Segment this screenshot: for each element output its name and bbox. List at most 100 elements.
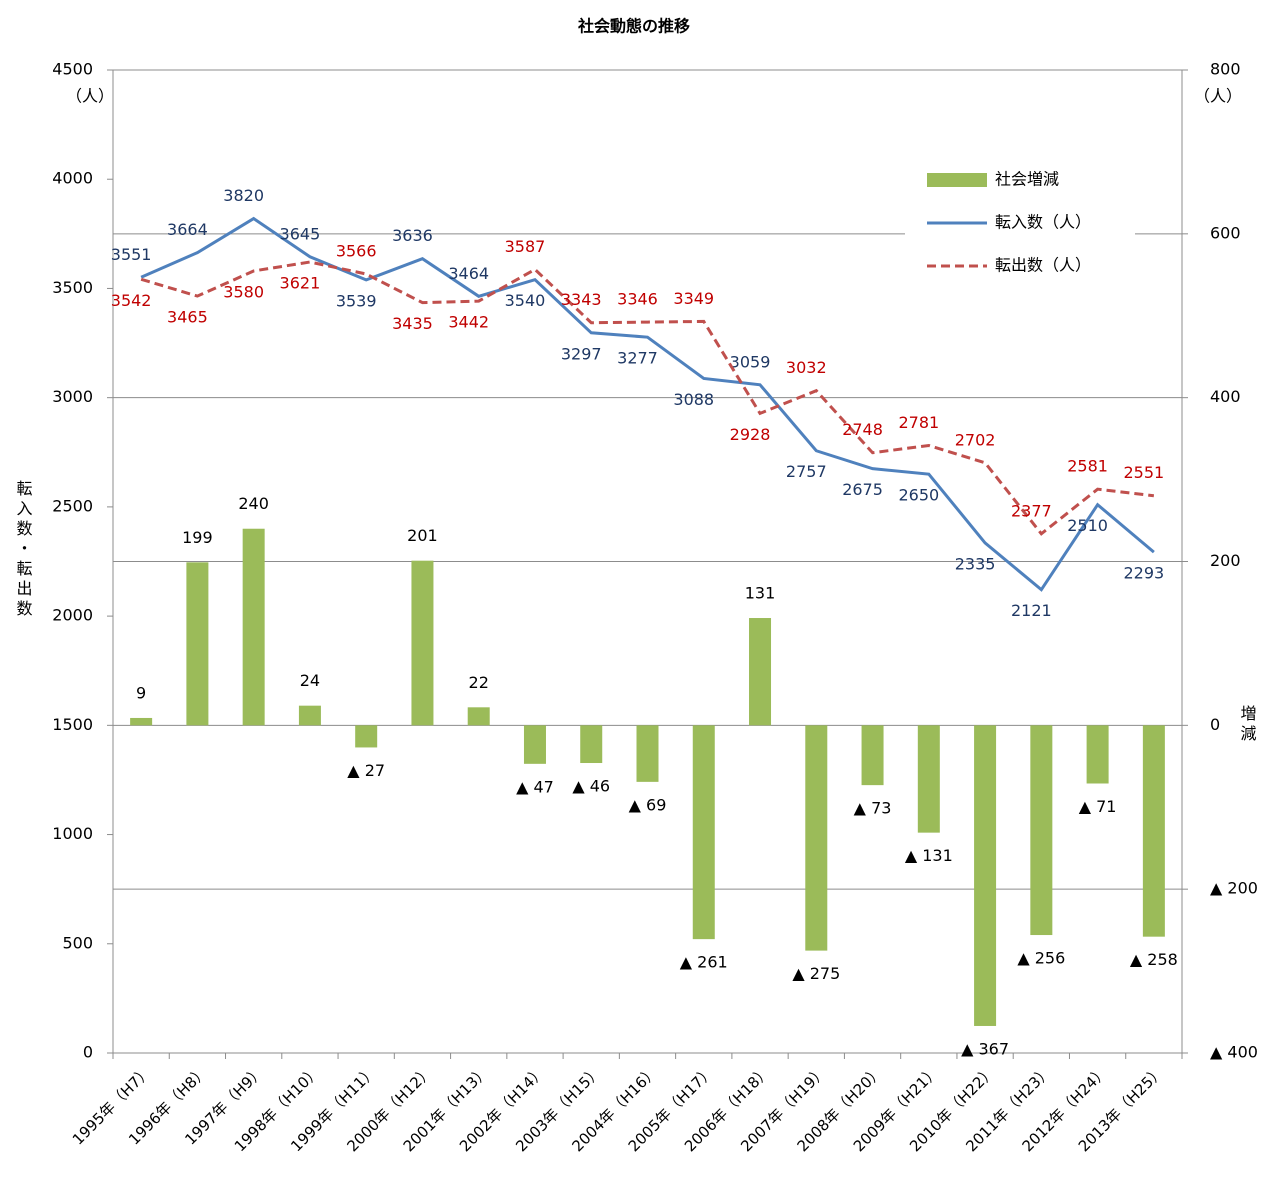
bar <box>467 707 490 726</box>
y-tick-label: 4000 <box>52 169 93 188</box>
y2-tick-label: ▲ 200 <box>1210 879 1258 898</box>
bar <box>636 725 659 782</box>
legend-swatch <box>927 173 987 187</box>
line-value-label: 2551 <box>1124 463 1165 482</box>
bar-value-label: ▲ 258 <box>1130 950 1178 969</box>
line-value-label: 2928 <box>730 425 771 444</box>
y-tick-label: 3000 <box>52 387 93 406</box>
bar-value-label: ▲ 27 <box>347 761 385 780</box>
line-value-label: 3464 <box>448 264 489 283</box>
y2-tick-label: 600 <box>1210 223 1241 242</box>
bar-value-label: ▲ 46 <box>572 777 610 796</box>
line-value-label: 3088 <box>673 390 714 409</box>
bar <box>974 725 997 1026</box>
bar <box>1086 725 1109 784</box>
y2-tick-label: 0 <box>1210 715 1220 734</box>
bar-value-label: 24 <box>300 671 320 690</box>
bar <box>355 725 378 748</box>
y2-tick-label: ▲ 400 <box>1210 1043 1258 1062</box>
bar <box>692 725 715 940</box>
line-value-label: 3435 <box>392 314 433 333</box>
bar-value-label: ▲ 367 <box>961 1039 1009 1058</box>
line-value-label: 3349 <box>673 289 714 308</box>
legend-label: 社会増減 <box>995 170 1059 189</box>
line-value-label: 3277 <box>617 349 658 368</box>
bar-value-label: ▲ 275 <box>792 964 840 983</box>
bar-value-label: ▲ 73 <box>854 799 892 818</box>
line-value-label: 3542 <box>111 291 152 310</box>
y2-tick-label: 400 <box>1210 387 1241 406</box>
chart-title: 社会動態の推移 <box>577 17 690 36</box>
line-value-label: 2510 <box>1067 516 1108 535</box>
y2-tick-label: 200 <box>1210 551 1241 570</box>
y-tick-label: 500 <box>62 933 93 952</box>
line-value-label: 3636 <box>392 226 433 245</box>
line-value-label: 3645 <box>280 224 321 243</box>
y-tick-label: 2000 <box>52 606 93 625</box>
y-unit: （人） <box>66 87 114 106</box>
y2-unit: （人） <box>1194 87 1242 106</box>
bar-value-label: 9 <box>136 683 146 702</box>
line-value-label: 2650 <box>898 486 939 505</box>
line-value-label: 2335 <box>955 554 996 573</box>
line-value-label: 3059 <box>730 352 771 371</box>
bar <box>805 725 828 951</box>
line-value-label: 3539 <box>336 291 377 310</box>
y-tick-label: 4500 <box>52 60 93 79</box>
line-value-label: 3621 <box>280 274 321 293</box>
line-value-label: 2581 <box>1067 457 1108 476</box>
line-value-label: 3465 <box>167 308 208 327</box>
bar-value-label: ▲ 131 <box>905 846 953 865</box>
bar-value-label: ▲ 47 <box>516 777 554 796</box>
bar <box>1142 725 1165 937</box>
bar <box>130 717 153 726</box>
legend-label: 転出数（人） <box>995 256 1091 275</box>
legend-label: 転入数（人） <box>995 213 1091 232</box>
line-value-label: 3343 <box>561 290 602 309</box>
bar-value-label: 22 <box>469 673 489 692</box>
bar <box>917 725 940 833</box>
y-tick-label: 1500 <box>52 715 93 734</box>
y-axis-label: 転入数・転出数 <box>14 480 33 620</box>
bar <box>749 618 772 726</box>
line-value-label: 3442 <box>448 313 489 332</box>
line <box>140 216 1155 592</box>
line-value-label: 3540 <box>505 291 546 310</box>
line-value-label: 2675 <box>842 480 883 499</box>
bar <box>411 560 434 726</box>
y-tick-label: 2500 <box>52 496 93 515</box>
bar <box>523 725 546 764</box>
y-tick-label: 3500 <box>52 278 93 297</box>
line-value-label: 2121 <box>1011 601 1052 620</box>
y2-tick-label: 800 <box>1210 60 1241 79</box>
bar-value-label: 199 <box>182 528 213 547</box>
line-value-label: 3346 <box>617 290 658 309</box>
y2-axis-label: 増減 <box>1238 705 1257 745</box>
line-value-label: 2748 <box>842 420 883 439</box>
bar <box>242 528 265 726</box>
y-tick-label: 0 <box>83 1043 93 1062</box>
bar-value-label: ▲ 261 <box>680 953 728 972</box>
line-value-label: 2702 <box>955 430 996 449</box>
bar <box>186 562 209 726</box>
bar-value-label: ▲ 256 <box>1017 949 1065 968</box>
line-value-label: 3820 <box>223 186 264 205</box>
bar-value-label: 201 <box>407 526 438 545</box>
line-value-label: 3566 <box>336 242 377 261</box>
bar-value-label: ▲ 71 <box>1079 797 1117 816</box>
line-value-label: 2781 <box>898 413 939 432</box>
line <box>140 260 1155 536</box>
line-value-label: 2757 <box>786 462 827 481</box>
line-value-label: 3664 <box>167 220 208 239</box>
line-value-label: 2377 <box>1011 501 1052 520</box>
bar <box>580 725 603 764</box>
line-value-label: 3032 <box>786 358 827 377</box>
line-value-label: 3580 <box>223 282 264 301</box>
line-value-label: 3551 <box>111 245 152 264</box>
line-value-label: 3587 <box>505 237 546 256</box>
line-value-label: 2293 <box>1124 564 1165 583</box>
y-tick-label: 1000 <box>52 824 93 843</box>
bar-value-label: 131 <box>745 584 776 603</box>
